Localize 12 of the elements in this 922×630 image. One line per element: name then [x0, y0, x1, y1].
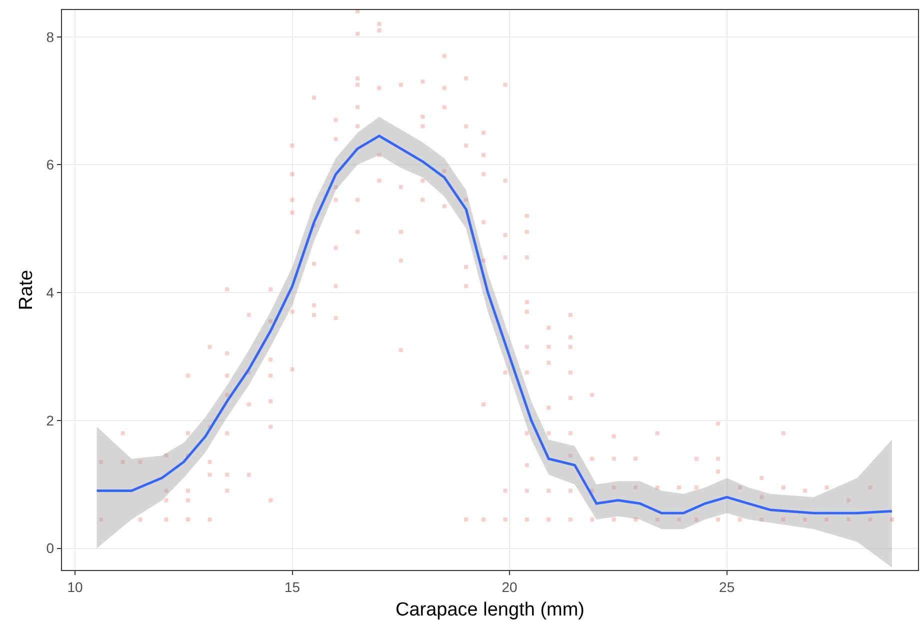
x-tick-label: 20	[502, 578, 518, 595]
y-axis-title: Rate	[16, 270, 38, 310]
y-tick-label: 2	[46, 412, 54, 428]
x-axis-title: Carapace length (mm)	[395, 600, 585, 621]
x-tick-label: 15	[284, 578, 300, 595]
y-tick-label: 6	[46, 156, 54, 173]
y-tick-label: 4	[46, 284, 54, 300]
y-tick-label: 8	[46, 28, 54, 45]
y-tick-label: 0	[46, 540, 54, 556]
x-tick-label: 10	[67, 578, 84, 595]
x-tick-label: 25	[719, 578, 735, 595]
line-series	[96, 134, 894, 514]
